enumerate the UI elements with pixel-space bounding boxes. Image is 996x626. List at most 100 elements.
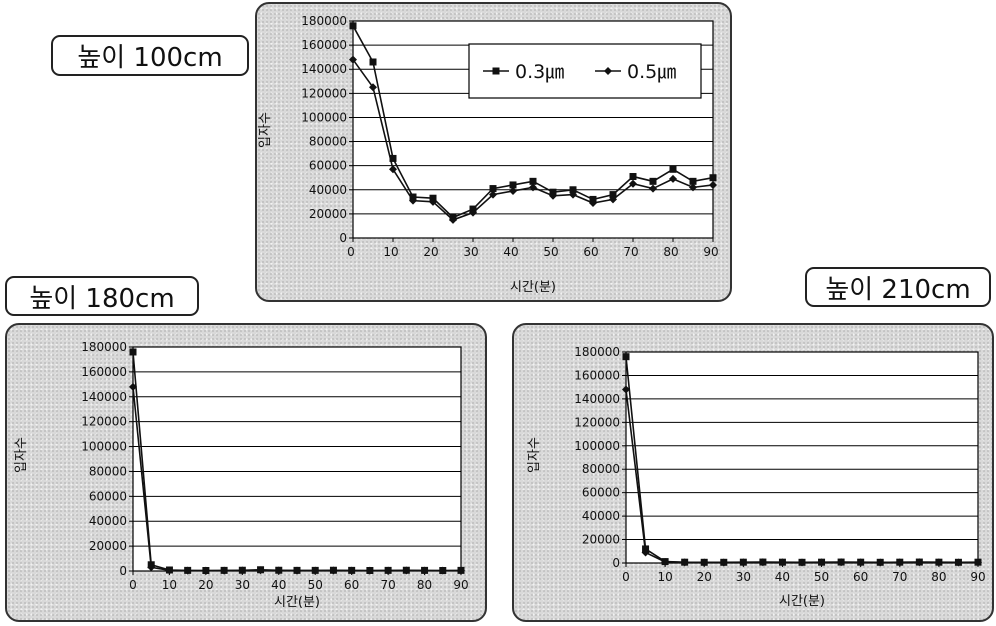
x-tick-label: 40 [271, 578, 286, 592]
y-tick-label: 120000 [301, 86, 347, 100]
x-tick-label: 70 [623, 245, 638, 259]
x-tick-label: 60 [344, 578, 359, 592]
x-tick-label: 60 [853, 570, 868, 584]
plot-area [625, 351, 979, 564]
data-point-s2 [469, 208, 477, 217]
plot-area [132, 346, 462, 572]
y-tick-label: 40000 [309, 183, 347, 197]
data-point-s2 [837, 558, 846, 567]
data-point-s2 [347, 566, 356, 575]
data-point-s1 [509, 181, 517, 189]
legend-swatch-marker [604, 67, 612, 75]
data-point-s2 [420, 566, 429, 575]
y-tick-label: 180000 [574, 345, 620, 359]
y-tick-label: 40000 [89, 514, 127, 528]
data-point-s2 [680, 558, 689, 567]
chart-210cm: 0 20000 40000 60000 80000 100000 120000 140000 1… [527, 345, 986, 609]
data-point-s2 [856, 558, 865, 567]
data-point-s2 [529, 183, 537, 192]
data-point-s2 [876, 558, 885, 567]
data-point-s2 [669, 174, 677, 183]
data-point-s2 [778, 558, 787, 567]
data-point-s1 [709, 174, 717, 182]
x-tick-label: 80 [663, 245, 678, 259]
data-point-s2 [293, 566, 301, 575]
data-point-s1 [369, 58, 377, 66]
data-point-s2 [489, 190, 497, 199]
data-point-s1 [689, 177, 697, 185]
y-tick-label: 20000 [309, 207, 347, 221]
data-point-s2 [201, 566, 210, 575]
chart-panel-100cm: 0 20000 40000 60000 80000 100000 120000 140000 1… [255, 2, 732, 302]
y-tick-label: 120000 [81, 415, 127, 429]
x-tick-label: 30 [463, 245, 478, 259]
data-point-s2 [758, 558, 767, 567]
x-tick-label: 0 [129, 578, 137, 592]
y-tick-label: 20000 [582, 533, 620, 547]
y-tick-label: 60000 [582, 486, 620, 500]
data-point-s1 [629, 173, 637, 181]
y-tick-label: 180000 [81, 340, 127, 354]
y-tick-label: 20000 [89, 539, 127, 553]
legend-entry-label: 0.3㎛ [515, 61, 564, 83]
data-point-s2 [438, 566, 447, 575]
y-tick-label: 80000 [89, 464, 127, 478]
height-label-210cm: 높이 210cm [805, 267, 991, 307]
data-point-s2 [256, 566, 265, 575]
data-point-s2 [238, 566, 247, 575]
y-tick-label: 120000 [574, 415, 620, 429]
x-tick-label: 30 [235, 578, 250, 592]
x-tick-label: 50 [814, 570, 829, 584]
x-tick-label: 90 [703, 245, 718, 259]
data-point-s2 [700, 558, 709, 567]
data-point-s1 [569, 186, 577, 194]
data-point-s1 [669, 165, 677, 173]
data-point-s1 [609, 191, 617, 199]
x-axis-title: 시간(분) [779, 594, 825, 609]
data-point-s2 [409, 196, 417, 205]
y-tick-label: 180000 [301, 14, 347, 28]
data-point-s2 [402, 566, 411, 575]
x-tick-label: 0 [622, 570, 630, 584]
legend-entry-label: 0.5㎛ [627, 61, 676, 83]
data-point-s1 [649, 177, 657, 185]
y-tick-label: 0 [339, 231, 347, 245]
data-point-s2 [220, 566, 229, 575]
chart-panel-210cm: 0 20000 40000 60000 80000 100000 120000 140000 1… [512, 323, 994, 622]
data-point-s2 [629, 179, 637, 188]
y-tick-label: 140000 [574, 392, 620, 406]
data-point-s2 [549, 191, 557, 200]
data-point-s2 [934, 558, 943, 567]
x-axis-title: 시간(분) [274, 595, 320, 610]
x-tick-label: 20 [198, 578, 213, 592]
data-point-s2 [449, 215, 457, 224]
chart-panel-180cm: 0 20000 40000 60000 80000 100000 120000 140000 1… [5, 323, 487, 622]
y-tick-label: 40000 [582, 509, 620, 523]
data-point-s1 [489, 185, 497, 193]
data-point-s2 [129, 382, 137, 391]
data-point-s2 [509, 186, 517, 195]
x-tick-label: 80 [931, 570, 946, 584]
data-point-s2 [569, 190, 577, 199]
x-tick-label: 40 [775, 570, 790, 584]
legend-swatch-marker [492, 67, 500, 75]
y-tick-label: 60000 [309, 159, 347, 173]
y-tick-label: 160000 [301, 38, 347, 52]
data-point-s1 [389, 154, 397, 162]
x-tick-label: 10 [162, 578, 177, 592]
y-tick-label: 100000 [81, 440, 127, 454]
y-tick-label: 80000 [309, 135, 347, 149]
data-point-s2 [369, 83, 377, 92]
y-tick-label: 160000 [574, 368, 620, 382]
data-point-s2 [384, 566, 393, 575]
data-point-s2 [183, 566, 192, 575]
x-tick-label: 30 [736, 570, 751, 584]
data-point-s2 [311, 566, 320, 575]
y-tick-label: 100000 [301, 110, 347, 124]
chart-100cm: 0 20000 40000 60000 80000 100000 120000 140000 1… [258, 14, 719, 295]
data-point-s2 [974, 558, 982, 567]
y-tick-label: 160000 [81, 365, 127, 379]
data-point-s2 [798, 558, 806, 567]
height-label-180cm: 높이 180cm [5, 276, 199, 316]
x-tick-label: 70 [380, 578, 395, 592]
